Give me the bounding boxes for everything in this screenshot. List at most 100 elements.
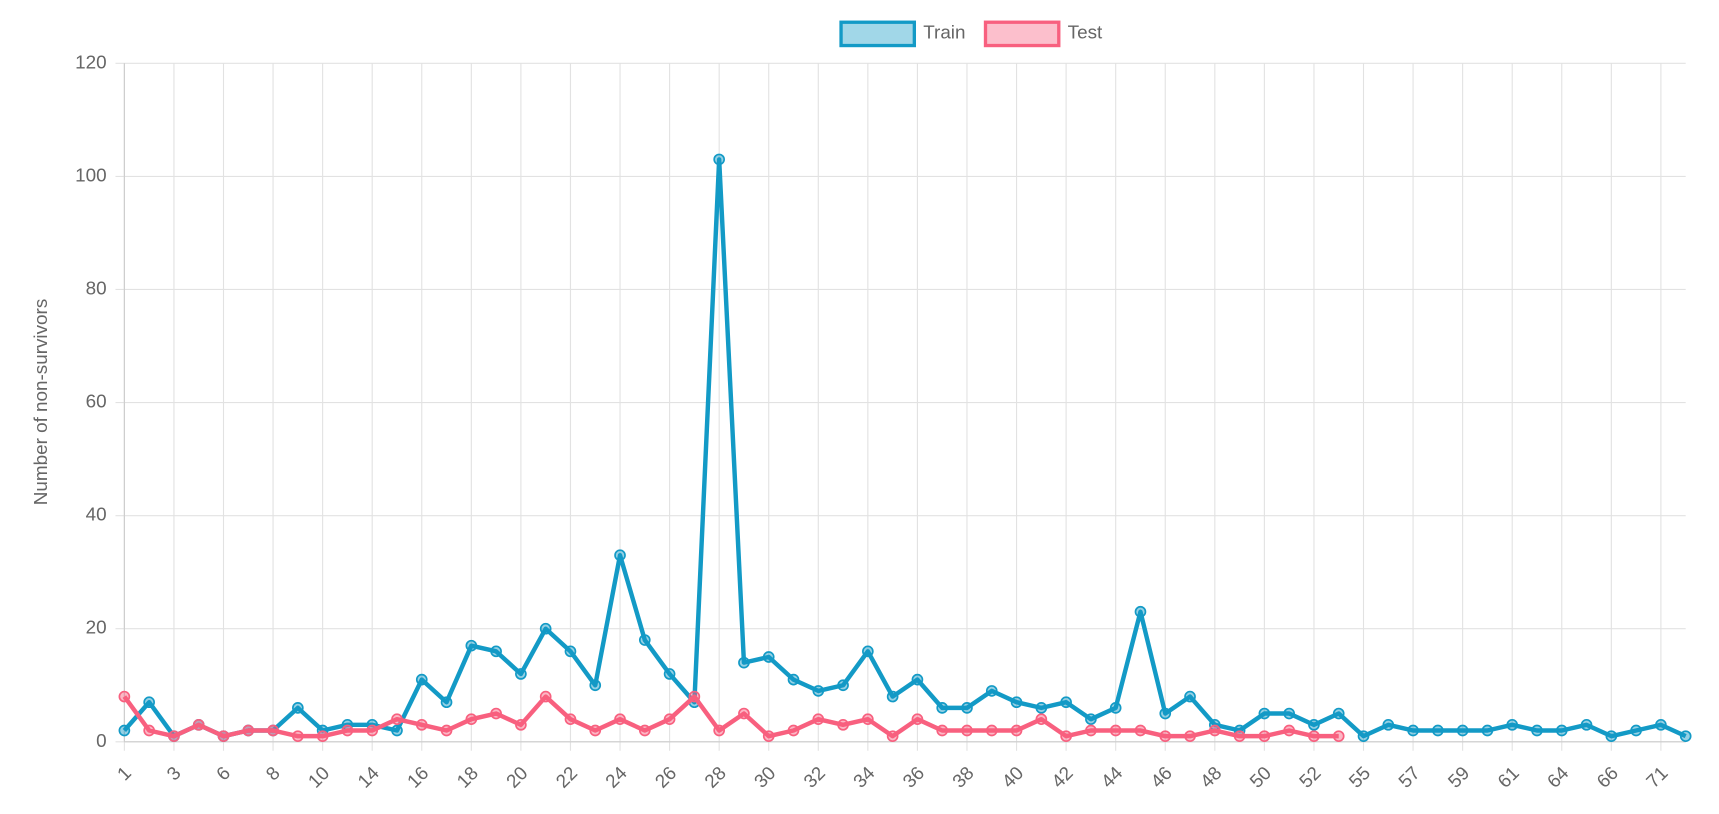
y-tick-label: 40 xyxy=(86,504,107,525)
data-point xyxy=(168,730,180,742)
data-point xyxy=(1481,724,1494,737)
data-point xyxy=(1233,730,1246,742)
data-point xyxy=(589,679,602,692)
data-point xyxy=(1010,724,1023,737)
data-point xyxy=(391,713,403,726)
data-point xyxy=(713,153,725,166)
data-point xyxy=(564,713,577,726)
data-point xyxy=(143,724,155,737)
y-tick-label: 100 xyxy=(75,164,106,185)
x-tick-label: 46 xyxy=(1146,762,1176,792)
data-point xyxy=(985,685,998,697)
data-point xyxy=(1035,702,1048,714)
x-tick-label: 6 xyxy=(212,762,234,784)
data-point xyxy=(564,645,577,658)
data-point xyxy=(812,685,825,697)
x-tick-label: 8 xyxy=(262,762,284,784)
data-point xyxy=(1159,730,1172,742)
data-point xyxy=(391,724,403,737)
data-point xyxy=(465,639,478,652)
data-point xyxy=(638,724,651,737)
data-point xyxy=(1531,724,1543,737)
data-point xyxy=(1555,724,1568,737)
data-point xyxy=(415,719,428,731)
data-point xyxy=(787,724,800,737)
data-point xyxy=(292,730,304,742)
data-point xyxy=(490,645,502,658)
data-point xyxy=(1184,730,1196,742)
x-tick-label: 52 xyxy=(1295,762,1325,792)
x-tick-label: 44 xyxy=(1097,762,1127,792)
data-point xyxy=(663,713,676,726)
x-tick-label: 57 xyxy=(1394,762,1424,792)
x-tick-label: 26 xyxy=(651,762,681,792)
data-point xyxy=(911,713,924,726)
data-point xyxy=(1382,719,1395,731)
x-tick-label: 32 xyxy=(799,762,829,792)
data-point xyxy=(1456,724,1469,737)
data-point xyxy=(316,730,329,742)
data-point xyxy=(490,707,502,720)
x-tick-label: 55 xyxy=(1345,762,1375,792)
x-tick-label: 36 xyxy=(899,762,929,792)
x-tick-label: 28 xyxy=(700,762,730,792)
data-point xyxy=(341,724,354,737)
x-tick-label: 30 xyxy=(750,762,780,792)
data-point xyxy=(961,702,973,714)
data-point xyxy=(936,724,949,737)
data-point xyxy=(787,673,800,686)
data-point xyxy=(1010,696,1023,709)
data-point xyxy=(1283,707,1295,720)
x-tick-label: 22 xyxy=(552,762,582,792)
x-tick-label: 59 xyxy=(1444,762,1474,792)
data-point xyxy=(1109,724,1122,737)
data-point xyxy=(1134,724,1147,737)
data-point xyxy=(1159,707,1172,720)
x-tick-label: 14 xyxy=(353,762,383,792)
data-point xyxy=(688,690,701,703)
data-point xyxy=(1258,707,1271,720)
data-point xyxy=(1184,690,1196,703)
x-tick-label: 20 xyxy=(502,762,532,792)
data-point xyxy=(539,622,552,635)
data-point xyxy=(911,673,924,686)
x-tick-label: 50 xyxy=(1245,762,1275,792)
data-point xyxy=(663,668,676,680)
data-point xyxy=(1357,730,1370,742)
data-point xyxy=(638,634,651,646)
data-point xyxy=(837,679,849,692)
data-point xyxy=(1035,713,1048,726)
data-point xyxy=(886,690,899,703)
data-point xyxy=(118,690,131,703)
data-point xyxy=(1506,719,1519,731)
data-point xyxy=(1283,724,1295,737)
x-tick-label: 71 xyxy=(1642,762,1672,792)
data-point xyxy=(936,702,949,714)
data-point xyxy=(1630,724,1642,737)
y-tick-label: 80 xyxy=(86,277,107,298)
data-point xyxy=(143,696,155,709)
data-point xyxy=(614,549,626,562)
data-point xyxy=(862,645,874,658)
data-point xyxy=(1060,730,1072,742)
data-point xyxy=(589,724,602,737)
y-tick-label: 60 xyxy=(86,391,107,412)
data-point xyxy=(1407,724,1419,737)
x-tick-label: 3 xyxy=(162,762,184,784)
data-point xyxy=(738,656,750,669)
x-tick-label: 18 xyxy=(452,762,482,792)
y-tick-label: 120 xyxy=(75,51,106,72)
data-point xyxy=(539,690,552,703)
y-tick-label: 20 xyxy=(86,617,107,638)
x-tick-label: 61 xyxy=(1493,762,1523,792)
data-point xyxy=(713,724,725,737)
data-point xyxy=(762,651,775,663)
data-point xyxy=(762,730,775,742)
data-point xyxy=(812,713,825,726)
x-tick-label: 34 xyxy=(849,762,879,792)
data-point xyxy=(366,724,379,737)
x-tick-label: 38 xyxy=(948,762,978,792)
data-point xyxy=(1332,707,1345,720)
data-point xyxy=(267,724,279,737)
data-point xyxy=(292,702,304,714)
